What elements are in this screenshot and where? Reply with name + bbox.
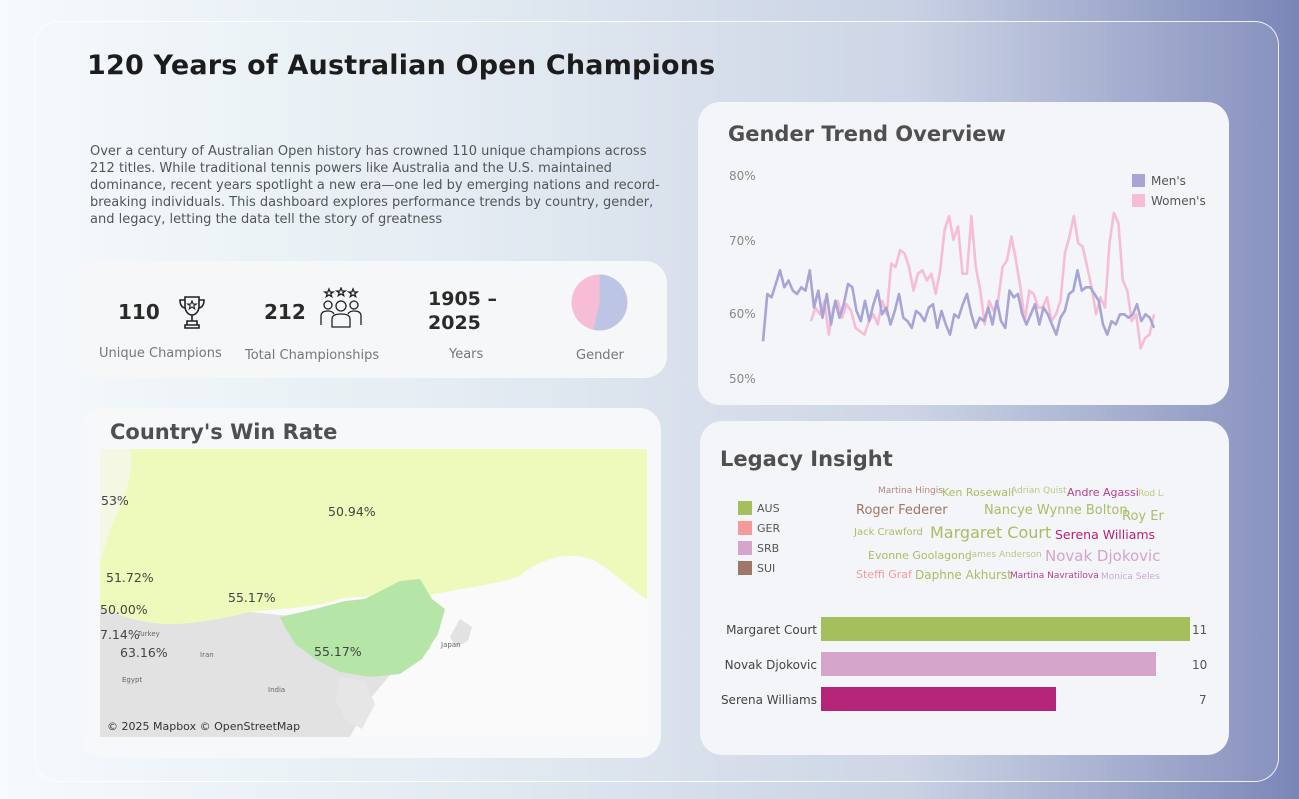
legend-swatch-mens [1132, 174, 1145, 187]
word-cloud-item[interactable]: Ken Rosewall [942, 486, 1015, 499]
word-cloud-item[interactable]: Adrian Quist [1011, 486, 1067, 496]
unique-champions-label: Unique Champions [99, 346, 222, 361]
bar-label-novak-djokovic: Novak Djokovic [724, 658, 817, 672]
word-cloud-item[interactable]: Andre Agassi [1067, 486, 1139, 499]
legacy-insight-card: Legacy Insight AUS GER SRB SUI Martina H… [700, 421, 1229, 755]
series-line-womens [809, 211, 1156, 350]
map-label-7: 63.16% [120, 645, 168, 660]
page-title: 120 Years of Australian Open Champions [87, 50, 716, 81]
bar-label-margaret-court: Margaret Court [726, 623, 817, 637]
team-stars-icon [319, 286, 363, 329]
gender-trend-card: Gender Trend Overview 80% 70% 60% 50% Me… [698, 102, 1229, 405]
map-label-3: 51.72% [106, 570, 154, 585]
country-swatch-ger [738, 521, 752, 535]
country-win-rate-card: Country's Win Rate 53% 50.94% 51.72% 55.… [81, 408, 661, 758]
word-cloud-item[interactable]: Martina Hingis [878, 486, 943, 496]
map-attribution[interactable]: © 2025 Mapbox © OpenStreetMap [107, 720, 301, 733]
bar-label-serena-williams: Serena Williams [720, 693, 817, 707]
country-swatch-aus [738, 501, 752, 515]
word-cloud-item[interactable]: Steffi Graf [856, 568, 912, 581]
word-cloud-item[interactable]: Jack Crawford [854, 527, 923, 538]
map-region-europe[interactable] [100, 449, 132, 564]
years-label: Years [449, 347, 484, 362]
years-value: 1905 – 2025 [428, 287, 497, 335]
word-cloud-item[interactable]: Roger Federer [856, 503, 948, 518]
champion-titles-bar-chart: Margaret Court Novak Djokovic Serena Wil… [700, 421, 1229, 755]
total-championships-value: 212 [264, 300, 306, 324]
word-cloud-item[interactable]: Daphne Akhurst [915, 568, 1012, 582]
word-cloud-item[interactable]: Margaret Court [930, 523, 1052, 542]
map-label-8: 55.17% [314, 644, 362, 659]
gender-pie-chart[interactable] [571, 274, 628, 331]
map-label-4: 55.17% [228, 590, 276, 605]
country-swatch-srb [738, 541, 752, 555]
map-place-iran: Iran [200, 651, 214, 659]
map-label-1: 53% [101, 493, 129, 508]
total-championships-label: Total Championships [245, 348, 380, 363]
map-title: Country's Win Rate [110, 420, 338, 444]
word-cloud-item[interactable]: Roy Em [1122, 509, 1164, 524]
map-label-5: 50.00% [100, 602, 148, 617]
gender-pie-men [593, 274, 628, 331]
word-cloud-item[interactable]: James Anderson [969, 550, 1042, 560]
gender-trend-line-chart[interactable] [698, 102, 1229, 405]
map-place-egypt: Egypt [122, 676, 143, 684]
country-label-aus: AUS [757, 502, 780, 515]
bar-value-serena-williams: 7 [1199, 693, 1207, 707]
bar-value-novak-djokovic: 10 [1192, 658, 1208, 672]
series-line-mens [761, 269, 1156, 342]
legend-label-womens: Women's [1151, 194, 1206, 208]
legend-label-mens: Men's [1151, 174, 1186, 188]
gender-label: Gender [576, 348, 624, 363]
map-label-6: 7.14% [100, 627, 140, 642]
map-place-turkey: Turkey [137, 630, 160, 638]
word-cloud-item[interactable]: Nancye Wynne Bolton [984, 503, 1128, 518]
years-value-end: 2025 [428, 312, 481, 334]
intro-paragraph: Over a century of Australian Open histor… [90, 144, 660, 227]
bar-novak-djokovic[interactable] [821, 652, 1157, 676]
country-label-sui: SUI [757, 562, 776, 575]
map-label-2: 50.94% [328, 504, 376, 519]
bar-margaret-court[interactable] [821, 617, 1190, 641]
word-cloud-item[interactable]: Rod La [1138, 489, 1164, 499]
map-region-china[interactable] [280, 579, 445, 677]
country-swatch-sui [738, 561, 752, 575]
word-cloud-item[interactable]: Serena Williams [1055, 527, 1156, 542]
y-tick-60: 60% [729, 307, 756, 321]
map-region-southeast-asia[interactable] [335, 677, 375, 729]
map-region-japan[interactable] [450, 619, 472, 647]
word-cloud-item[interactable]: Monica Seles [1101, 572, 1160, 582]
bar-serena-williams[interactable] [821, 687, 1056, 711]
y-tick-80: 80% [729, 169, 756, 183]
unique-champions-value: 110 [118, 300, 160, 324]
map-region-russia[interactable] [100, 449, 647, 624]
trend-title: Gender Trend Overview [728, 122, 1006, 146]
y-tick-50: 50% [729, 372, 756, 386]
map-place-japan: Japan [441, 641, 461, 649]
country-label-ger: GER [757, 522, 781, 535]
years-value-start: 1905 – [428, 288, 497, 310]
word-cloud-item[interactable]: Martina Navratilova [1010, 571, 1099, 581]
bar-value-margaret-court: 11 [1192, 623, 1208, 637]
champion-word-cloud: Martina Hingis Ken Rosewall Adrian Quist… [850, 483, 1164, 583]
y-tick-70: 70% [729, 234, 756, 248]
word-cloud-item[interactable]: Novak Djokovic [1045, 547, 1161, 565]
legend-swatch-womens [1132, 194, 1145, 207]
country-label-srb: SRB [757, 542, 780, 555]
legacy-title: Legacy Insight [720, 447, 893, 471]
kpi-card: 110 Unique Champions 212 Total [75, 261, 667, 378]
trophy-icon [177, 294, 207, 330]
map-place-india: India [268, 686, 286, 694]
country-win-rate-map[interactable]: 53% 50.94% 51.72% 55.17% 50.00% 7.14% 63… [100, 449, 647, 737]
word-cloud-item[interactable]: Evonne Goolagong [868, 549, 972, 562]
